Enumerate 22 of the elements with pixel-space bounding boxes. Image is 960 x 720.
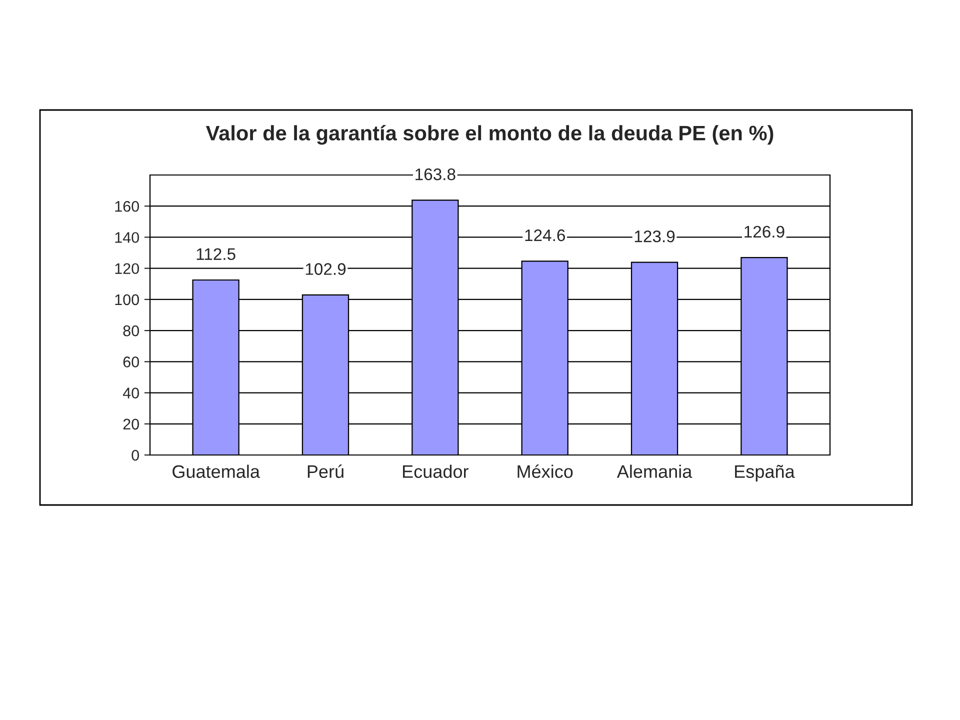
y-tick-label: 160 [115, 200, 139, 212]
data-label: 163.8 [416, 168, 456, 180]
y-tick-label: 0 [132, 450, 139, 461]
y-tick-label: 60 [123, 356, 139, 368]
data-label: 112.5 [196, 248, 236, 260]
y-tick-label: 120 [115, 263, 139, 274]
y-tick-label: 100 [115, 294, 139, 306]
y-tick-label: 140 [115, 232, 139, 243]
x-tick-label: España [735, 464, 795, 482]
y-tick-label: 20 [123, 418, 139, 430]
data-label: 102.9 [306, 263, 346, 275]
x-tick-label: Ecuador [403, 464, 468, 478]
x-tick-label: Guatemala [172, 464, 260, 478]
x-tick-label: Alemania [616, 464, 692, 478]
data-label: 126.9 [744, 226, 784, 238]
x-tick-label: México [518, 464, 573, 478]
y-tick-label: 80 [123, 325, 139, 336]
y-tick-label: 40 [122, 388, 139, 398]
chart-title: Valor de la garantía sobre el monto de la deuda PE (en %) [206, 125, 774, 145]
x-tick-label: Perú [308, 464, 344, 478]
data-label: 124.6 [525, 229, 565, 242]
data-label: 123.9 [634, 230, 675, 242]
